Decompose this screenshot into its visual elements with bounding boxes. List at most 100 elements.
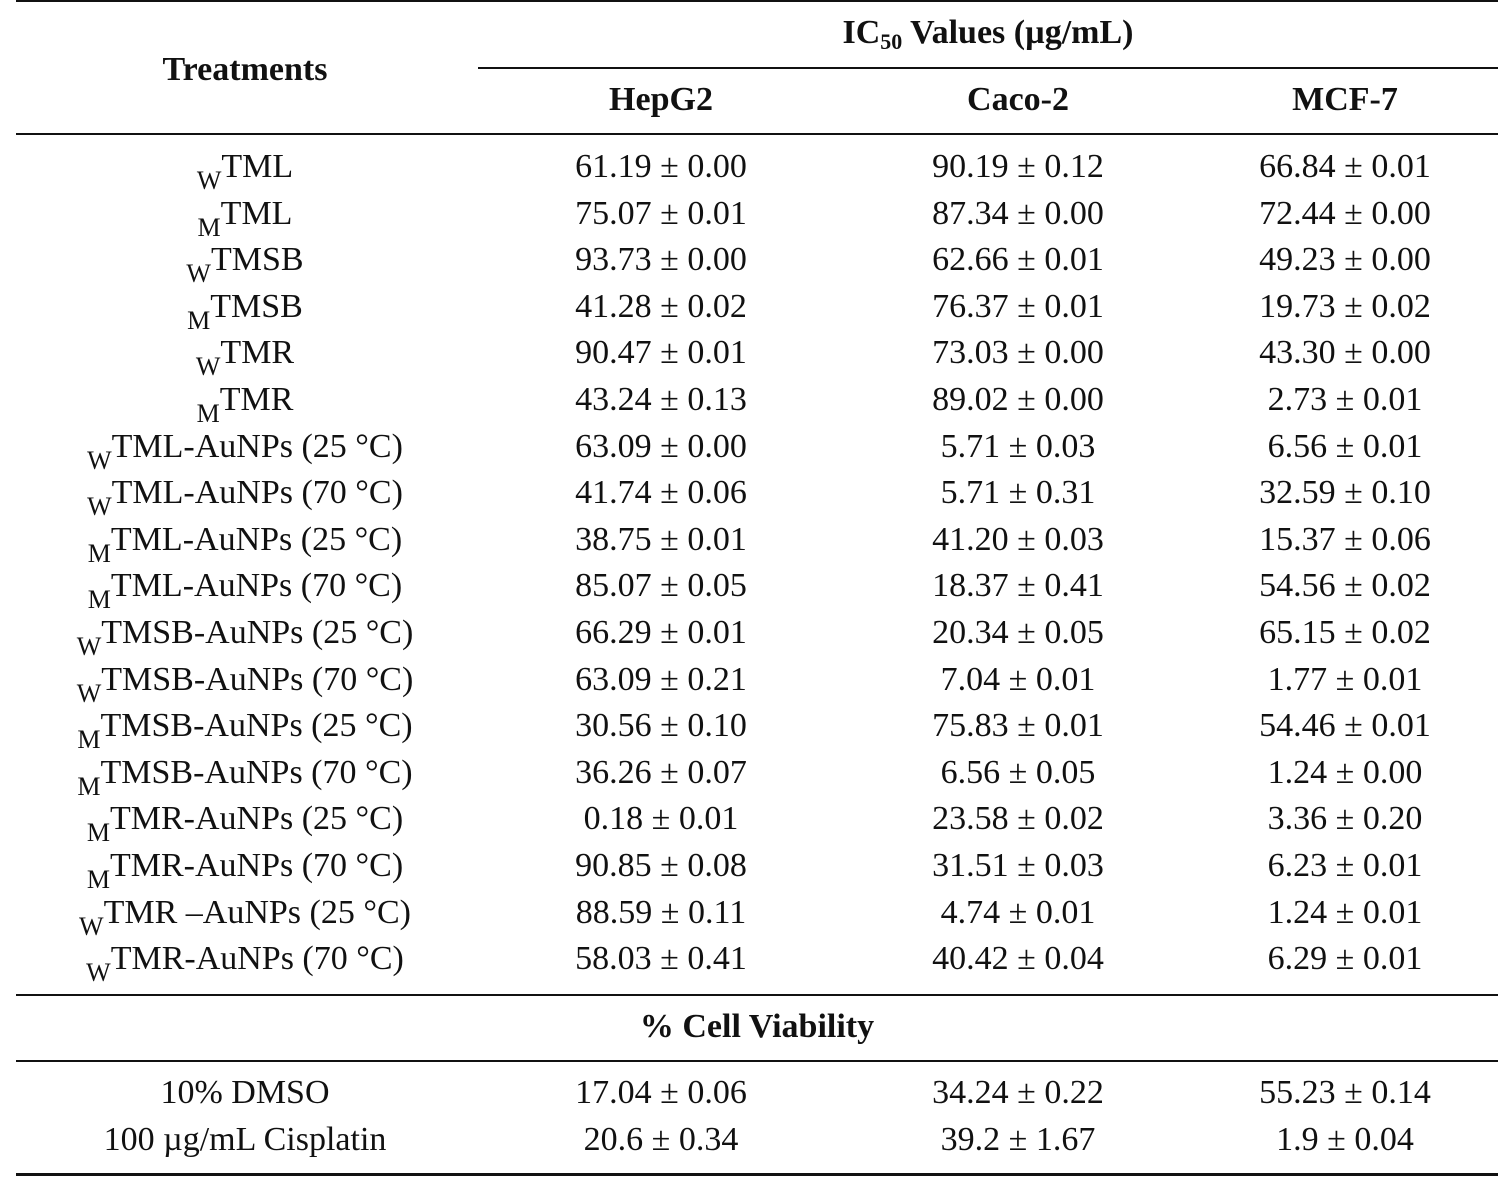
treatment-name: TMR-AuNPs (70 °C)	[109, 846, 404, 884]
treatment-extract-subscript: M	[86, 864, 110, 894]
table-row: MTMSB 41.28 ± 0.02 76.37 ± 0.01 19.73 ± 0.0…	[0, 284, 1507, 335]
treatment-name: TMSB	[210, 241, 304, 279]
caco2-value: 31.51 ± 0.03	[932, 846, 1104, 884]
hepg2-value: 20.6 ± 0.34	[583, 1120, 739, 1158]
treatment-cell: 10% DMSO	[160, 1074, 330, 1111]
caco2-value: 76.37 ± 0.01	[932, 287, 1104, 325]
treatments-header: Treatments	[162, 51, 328, 88]
table-row: WTMSB 93.73 ± 0.00 62.66 ± 0.01 49.23 ± 0.0…	[0, 237, 1507, 289]
treatment-extract-subscript: W	[186, 259, 211, 289]
hepg2-value: 36.26 ± 0.07	[575, 753, 747, 791]
mcf7-value: 2.73 ± 0.01	[1267, 380, 1423, 418]
treatment-extract-subscript: W	[195, 352, 221, 382]
table-row: MTML-AuNPs (70 °C) 85.07 ± 0.05 18.37 ± 0.…	[0, 563, 1507, 615]
hepg2-value: 61.19 ± 0.00	[575, 148, 747, 185]
treatment-cell: MTML-AuNPs (25 °C)	[16, 517, 474, 568]
treatment-cell: WTMR-AuNPs (70 °C)	[16, 936, 474, 988]
table-row: WTML-AuNPs (25 °C) 63.09 ± 0.00 5.71 ± 0.0…	[0, 424, 1507, 475]
section-bottom-rule	[16, 1060, 1498, 1062]
mcf7-value: 1.9 ± 0.04	[1276, 1120, 1414, 1158]
treatment-cell: WTMR –AuNPs (25 °C)	[16, 890, 474, 941]
table-row: WTMR-AuNPs (70 °C) 58.03 ± 0.41 40.42 ± 0.…	[0, 936, 1507, 988]
treatment-name: TMR-AuNPs (70 °C)	[110, 940, 404, 978]
hepg2-value: 90.47 ± 0.01	[575, 334, 747, 372]
caco2-value: 6.56 ± 0.05	[940, 753, 1096, 791]
mcf7-value: 1.24 ± 0.01	[1267, 893, 1423, 931]
treatment-cell: WTML-AuNPs (70 °C)	[16, 470, 474, 521]
treatment-name: TML-AuNPs (70 °C)	[111, 474, 403, 512]
caco2-value: 39.2 ± 1.67	[940, 1120, 1096, 1158]
treatment-extract-subscript: W	[76, 678, 102, 708]
mcf7-value: 43.30 ± 0.00	[1259, 334, 1431, 372]
table-bottom-rule	[16, 1173, 1498, 1176]
mcf7-value: 6.23 ± 0.01	[1267, 846, 1423, 884]
caco2-value: 18.37 ± 0.41	[932, 567, 1104, 605]
treatment-extract-subscript: W	[79, 911, 104, 941]
table-row: WTMR –AuNPs (25 °C) 88.59 ± 0.11 4.74 ± 0.…	[0, 890, 1507, 941]
table-row: WTML 61.19 ± 0.00 90.19 ± 0.12 66.84 ± 0.01	[0, 144, 1507, 195]
treatment-extract-subscript: M	[87, 585, 111, 615]
caco2-value: 40.42 ± 0.04	[932, 940, 1104, 978]
treatment-cell: WTMSB	[16, 237, 474, 289]
treatment-name: TMSB-AuNPs (70 °C)	[100, 753, 413, 791]
mcf7-value: 54.46 ± 0.01	[1259, 707, 1431, 745]
mcf7-value: 65.15 ± 0.02	[1259, 613, 1431, 651]
hepg2-value: 43.24 ± 0.13	[575, 380, 747, 418]
treatment-extract-subscript: W	[86, 958, 111, 988]
caco2-value: 5.71 ± 0.03	[940, 427, 1096, 465]
ic50-suffix: Values (µg/mL)	[902, 14, 1134, 51]
column-header-mcf7: MCF-7	[1292, 81, 1398, 118]
column-header-hepg2: HepG2	[609, 81, 713, 118]
table-row: MTMR-AuNPs (70 °C) 90.85 ± 0.08 31.51 ± 0.…	[0, 843, 1507, 894]
treatment-name: TML-AuNPs (70 °C)	[110, 567, 403, 605]
hepg2-value: 63.09 ± 0.21	[575, 660, 747, 698]
table-row: MTMR 43.24 ± 0.13 89.02 ± 0.00 2.73 ± 0.01	[0, 377, 1507, 428]
treatment-cell: WTML-AuNPs (25 °C)	[16, 424, 474, 475]
caco2-value: 73.03 ± 0.00	[932, 334, 1104, 372]
table-row: 100 µg/mL Cisplatin 20.6 ± 0.34 39.2 ± 1.6…	[0, 1117, 1507, 1164]
table-row: MTML 75.07 ± 0.01 87.34 ± 0.00 72.44 ± 0.00	[0, 191, 1507, 242]
caco2-value: 34.24 ± 0.22	[932, 1074, 1104, 1111]
viability-rows: 10% DMSO 17.04 ± 0.06 34.24 ± 0.22 55.23 ± …	[0, 1070, 1507, 1163]
ic50-rows: WTML 61.19 ± 0.00 90.19 ± 0.12 66.84 ± 0.01…	[0, 144, 1507, 988]
table-row: MTMSB-AuNPs (25 °C) 30.56 ± 0.10 75.83 ± 0…	[0, 703, 1507, 754]
table-row: MTML-AuNPs (25 °C) 38.75 ± 0.01 41.20 ± 0.…	[0, 517, 1507, 568]
table-row: WTML-AuNPs (70 °C) 41.74 ± 0.06 5.71 ± 0.3…	[0, 470, 1507, 521]
mcf7-value: 15.37 ± 0.06	[1259, 520, 1431, 558]
mcf7-value: 32.59 ± 0.10	[1259, 474, 1431, 512]
table-top-rule	[16, 0, 1498, 2]
treatment-cell: WTMSB-AuNPs (70 °C)	[16, 657, 474, 708]
caco2-value: 62.66 ± 0.01	[932, 241, 1104, 279]
treatment-name: TML-AuNPs (25 °C)	[111, 427, 403, 465]
mcf7-value: 54.56 ± 0.02	[1259, 567, 1431, 605]
table-row: MTMR-AuNPs (25 °C) 0.18 ± 0.01 23.58 ± 0.0…	[0, 796, 1507, 847]
treatment-cell: MTMSB-AuNPs (25 °C)	[16, 703, 474, 754]
treatment-cell: MTMR	[16, 377, 474, 428]
hepg2-value: 41.74 ± 0.06	[575, 474, 747, 512]
caco2-value: 87.34 ± 0.00	[932, 194, 1104, 232]
treatment-cell: MTML-AuNPs (70 °C)	[16, 563, 474, 615]
treatment-name: TML-AuNPs (25 °C)	[110, 520, 403, 558]
treatment-cell: MTML	[16, 191, 474, 242]
treatment-extract-subscript: W	[87, 445, 112, 475]
treatment-name: TMSB	[210, 287, 303, 325]
treatment-extract-subscript: M	[197, 212, 221, 242]
mcf7-value: 1.77 ± 0.01	[1267, 660, 1423, 698]
table-row: WTMR 90.47 ± 0.01 73.03 ± 0.00 43.30 ± 0.00	[0, 330, 1507, 382]
treatment-extract-subscript: W	[76, 631, 102, 661]
treatment-cell: MTMR-AuNPs (70 °C)	[16, 843, 474, 894]
table-row: MTMSB-AuNPs (70 °C) 36.26 ± 0.07 6.56 ± 0.…	[0, 750, 1507, 801]
hepg2-value: 38.75 ± 0.01	[575, 520, 747, 558]
mcf7-value: 49.23 ± 0.00	[1259, 241, 1431, 279]
ic50-prefix: IC	[842, 14, 881, 51]
caco2-value: 89.02 ± 0.00	[932, 380, 1104, 418]
treatment-cell: 100 µg/mL Cisplatin	[103, 1120, 387, 1158]
header-bottom-rule	[16, 133, 1498, 135]
hepg2-value: 30.56 ± 0.10	[575, 707, 747, 745]
treatment-name: TMR	[220, 334, 295, 372]
treatment-cell: WTMR	[16, 330, 474, 382]
table-row: 10% DMSO 17.04 ± 0.06 34.24 ± 0.22 55.23 ± …	[0, 1070, 1507, 1117]
table-row: WTMSB-AuNPs (70 °C) 63.09 ± 0.21 7.04 ± 0.…	[0, 657, 1507, 708]
caco2-value: 20.34 ± 0.05	[932, 613, 1104, 651]
